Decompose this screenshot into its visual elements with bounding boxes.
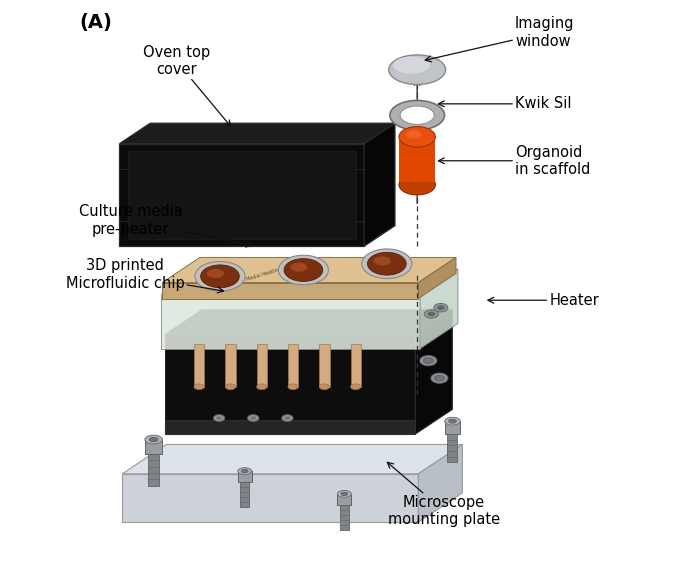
Polygon shape bbox=[340, 505, 349, 530]
Text: 3D printed
Microfluidic chip: 3D printed Microfluidic chip bbox=[66, 259, 223, 293]
Ellipse shape bbox=[337, 490, 351, 497]
Text: Imaging
window: Imaging window bbox=[425, 17, 575, 62]
Ellipse shape bbox=[444, 418, 461, 425]
Polygon shape bbox=[288, 344, 298, 387]
Ellipse shape bbox=[362, 249, 412, 279]
Polygon shape bbox=[162, 283, 419, 299]
Ellipse shape bbox=[390, 101, 444, 130]
Text: Culture media
pre-heater: Culture media pre-heater bbox=[79, 204, 252, 247]
Polygon shape bbox=[419, 444, 463, 522]
Text: Heater: Heater bbox=[488, 293, 599, 308]
Ellipse shape bbox=[434, 375, 444, 381]
Polygon shape bbox=[162, 257, 456, 283]
Ellipse shape bbox=[393, 57, 430, 74]
Ellipse shape bbox=[195, 261, 245, 291]
Ellipse shape bbox=[279, 255, 328, 285]
Ellipse shape bbox=[399, 174, 435, 195]
Ellipse shape bbox=[194, 384, 204, 390]
Ellipse shape bbox=[438, 305, 444, 310]
Text: Oven top
cover: Oven top cover bbox=[143, 45, 230, 126]
Ellipse shape bbox=[407, 130, 421, 138]
Ellipse shape bbox=[248, 415, 259, 422]
Polygon shape bbox=[420, 269, 458, 348]
Polygon shape bbox=[351, 344, 360, 387]
Text: Kwik Sil: Kwik Sil bbox=[438, 96, 572, 112]
Ellipse shape bbox=[449, 419, 456, 423]
Polygon shape bbox=[364, 123, 395, 246]
Polygon shape bbox=[120, 123, 395, 144]
Polygon shape bbox=[257, 344, 267, 387]
Text: Media Heating Chamber: Media Heating Chamber bbox=[245, 260, 304, 283]
Ellipse shape bbox=[214, 415, 225, 422]
Polygon shape bbox=[419, 257, 456, 299]
Ellipse shape bbox=[207, 269, 224, 278]
Polygon shape bbox=[122, 444, 463, 474]
Polygon shape bbox=[165, 310, 452, 335]
Ellipse shape bbox=[238, 468, 251, 475]
Polygon shape bbox=[165, 335, 416, 434]
Ellipse shape bbox=[284, 416, 290, 420]
Polygon shape bbox=[128, 150, 356, 239]
Ellipse shape bbox=[400, 106, 434, 125]
Ellipse shape bbox=[341, 492, 348, 495]
Polygon shape bbox=[165, 420, 416, 434]
Polygon shape bbox=[337, 494, 351, 505]
Ellipse shape bbox=[428, 312, 435, 316]
Ellipse shape bbox=[319, 384, 330, 390]
Polygon shape bbox=[161, 269, 458, 295]
Ellipse shape bbox=[424, 309, 438, 318]
Ellipse shape bbox=[389, 55, 446, 85]
Ellipse shape bbox=[374, 256, 391, 265]
Polygon shape bbox=[122, 474, 419, 522]
Ellipse shape bbox=[145, 435, 162, 444]
Ellipse shape bbox=[216, 416, 222, 420]
Ellipse shape bbox=[351, 384, 360, 390]
Ellipse shape bbox=[284, 259, 323, 281]
Ellipse shape bbox=[368, 252, 406, 275]
Polygon shape bbox=[161, 295, 420, 348]
Polygon shape bbox=[194, 344, 204, 387]
Ellipse shape bbox=[420, 356, 437, 366]
Ellipse shape bbox=[251, 416, 256, 420]
Ellipse shape bbox=[288, 384, 298, 390]
Polygon shape bbox=[399, 140, 435, 181]
Ellipse shape bbox=[290, 263, 307, 272]
Polygon shape bbox=[148, 454, 159, 486]
Ellipse shape bbox=[281, 415, 293, 422]
Polygon shape bbox=[145, 439, 162, 454]
Ellipse shape bbox=[399, 126, 435, 147]
Polygon shape bbox=[238, 471, 251, 482]
Ellipse shape bbox=[434, 303, 448, 312]
Text: Organoid
in scaffold: Organoid in scaffold bbox=[438, 145, 590, 177]
Polygon shape bbox=[240, 482, 249, 507]
Polygon shape bbox=[319, 344, 330, 387]
Ellipse shape bbox=[431, 373, 448, 383]
Ellipse shape bbox=[201, 265, 239, 288]
Text: Microscope
mounting plate: Microscope mounting plate bbox=[387, 462, 500, 527]
Polygon shape bbox=[416, 310, 452, 434]
Ellipse shape bbox=[225, 384, 236, 390]
Polygon shape bbox=[444, 421, 461, 434]
Ellipse shape bbox=[257, 384, 267, 390]
Polygon shape bbox=[447, 434, 457, 462]
Text: (A): (A) bbox=[80, 13, 113, 32]
Ellipse shape bbox=[149, 438, 158, 442]
Ellipse shape bbox=[241, 470, 248, 473]
Polygon shape bbox=[225, 344, 236, 387]
Ellipse shape bbox=[424, 358, 433, 363]
Polygon shape bbox=[120, 144, 364, 246]
